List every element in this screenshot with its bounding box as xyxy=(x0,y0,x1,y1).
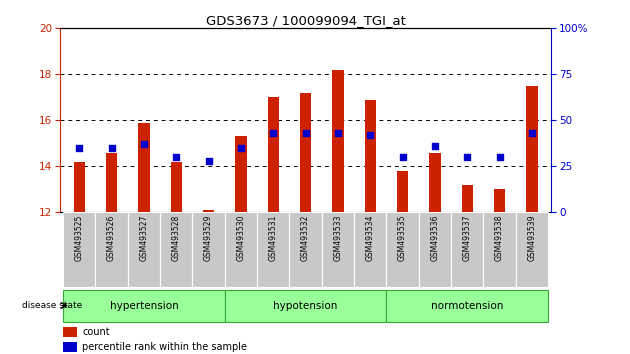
Text: GSM493539: GSM493539 xyxy=(527,215,536,261)
Bar xyxy=(386,290,548,322)
Bar xyxy=(300,93,311,212)
Bar xyxy=(225,290,386,322)
Text: GSM493534: GSM493534 xyxy=(365,215,375,261)
Bar xyxy=(332,70,343,212)
Bar xyxy=(95,212,128,287)
Text: GSM493528: GSM493528 xyxy=(172,215,181,261)
Bar xyxy=(225,212,257,287)
Bar xyxy=(203,210,214,212)
Bar xyxy=(63,212,95,287)
Point xyxy=(527,130,537,136)
Text: GSM493531: GSM493531 xyxy=(269,215,278,261)
Bar xyxy=(171,162,182,212)
Bar xyxy=(235,137,246,212)
Point xyxy=(203,158,214,164)
Point xyxy=(268,130,278,136)
Bar xyxy=(289,212,322,287)
Point xyxy=(236,145,246,151)
Point xyxy=(495,154,505,160)
Text: GSM493538: GSM493538 xyxy=(495,215,504,261)
Bar xyxy=(494,189,505,212)
Text: GSM493535: GSM493535 xyxy=(398,215,407,261)
Bar xyxy=(63,290,225,322)
Bar xyxy=(526,86,537,212)
Text: count: count xyxy=(83,327,110,337)
Bar xyxy=(429,153,440,212)
Point xyxy=(171,154,181,160)
Text: GSM493525: GSM493525 xyxy=(75,215,84,261)
Text: GSM493536: GSM493536 xyxy=(430,215,439,261)
Text: disease state: disease state xyxy=(21,301,82,310)
Bar xyxy=(354,212,386,287)
Text: normotension: normotension xyxy=(431,301,503,310)
Text: hypertension: hypertension xyxy=(110,301,178,310)
Text: GSM493533: GSM493533 xyxy=(333,215,342,261)
Title: GDS3673 / 100099094_TGI_at: GDS3673 / 100099094_TGI_at xyxy=(205,14,406,27)
Bar xyxy=(397,171,408,212)
Bar xyxy=(516,212,548,287)
Point xyxy=(365,132,375,138)
Bar xyxy=(451,212,483,287)
Text: GSM493532: GSM493532 xyxy=(301,215,310,261)
Text: GSM493527: GSM493527 xyxy=(139,215,149,261)
Bar xyxy=(192,212,225,287)
Point xyxy=(74,145,84,151)
Point xyxy=(333,130,343,136)
Text: hypotension: hypotension xyxy=(273,301,338,310)
Bar xyxy=(365,100,376,212)
Bar xyxy=(160,212,192,287)
Text: GSM493537: GSM493537 xyxy=(462,215,472,261)
Bar xyxy=(268,97,279,212)
Text: GSM493529: GSM493529 xyxy=(204,215,213,261)
Bar xyxy=(257,212,289,287)
Point xyxy=(301,130,311,136)
Bar xyxy=(128,212,160,287)
Bar xyxy=(106,153,117,212)
Bar xyxy=(322,212,354,287)
Bar xyxy=(419,212,451,287)
Point xyxy=(430,143,440,149)
Text: GSM493530: GSM493530 xyxy=(236,215,246,261)
Bar xyxy=(483,212,516,287)
Point xyxy=(398,154,408,160)
Text: percentile rank within the sample: percentile rank within the sample xyxy=(83,342,248,352)
Text: GSM493526: GSM493526 xyxy=(107,215,116,261)
Point xyxy=(139,142,149,147)
Bar xyxy=(462,185,473,212)
Bar xyxy=(386,212,419,287)
Point xyxy=(106,145,117,151)
Bar xyxy=(74,162,85,212)
Bar xyxy=(138,123,149,212)
Bar xyxy=(63,327,77,337)
Bar xyxy=(63,342,77,353)
Point xyxy=(462,154,472,160)
